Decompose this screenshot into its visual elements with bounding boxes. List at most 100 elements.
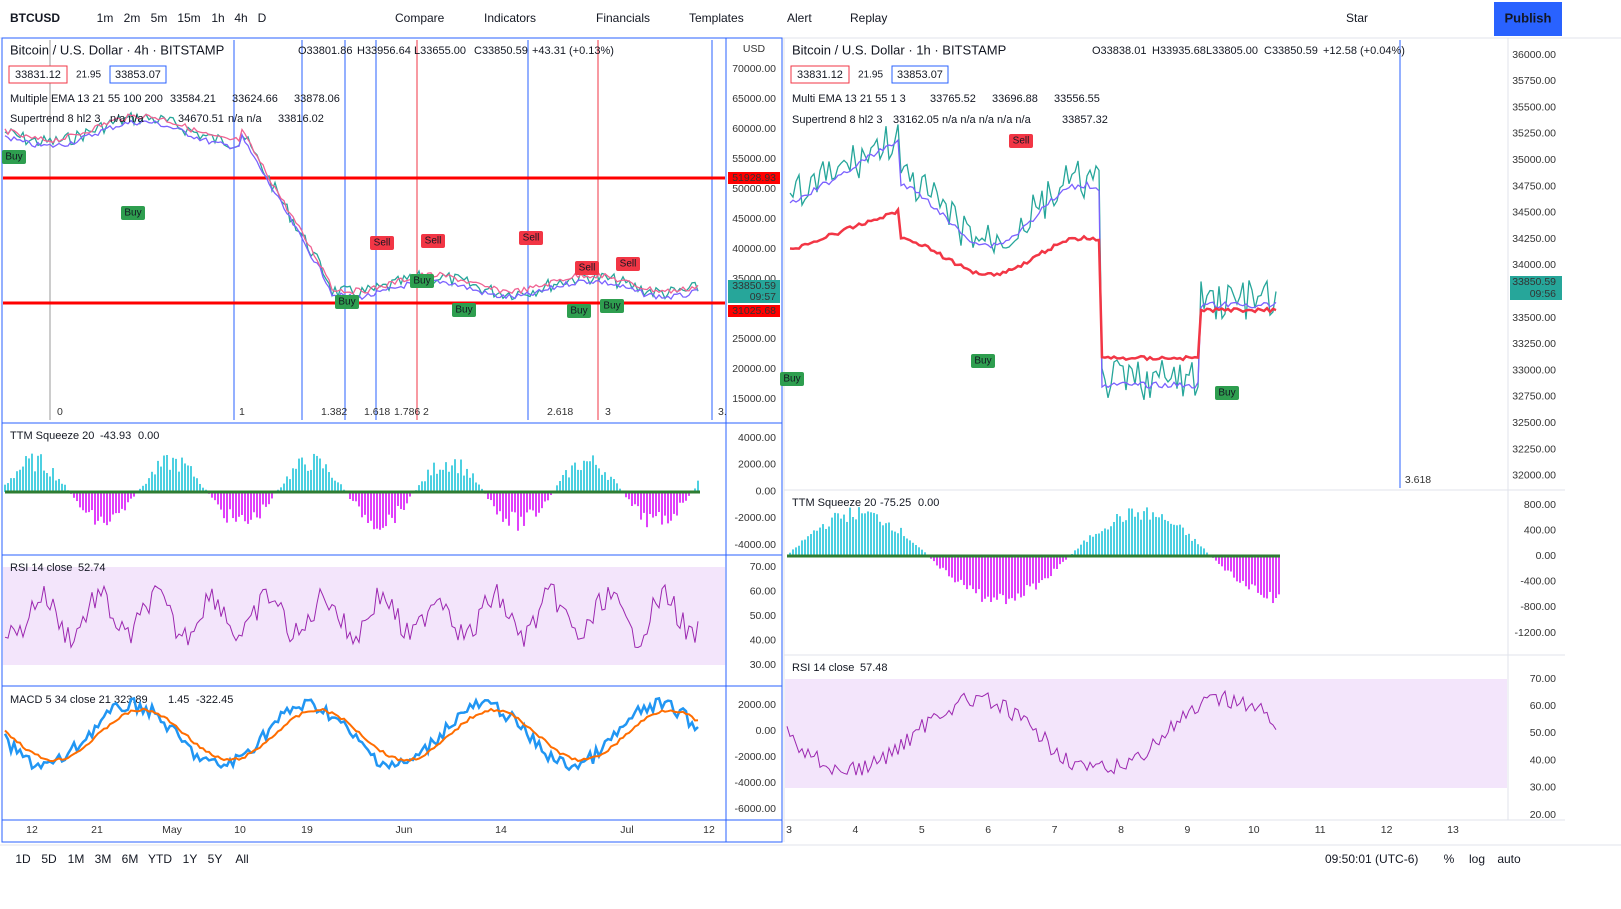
axis-label: 0.00	[1536, 550, 1557, 562]
range-button[interactable]: 1M	[68, 852, 85, 866]
ohlc: C33850.59	[474, 45, 528, 57]
price-axis-label: 34000.00	[1512, 259, 1556, 271]
time-axis-label: 10	[234, 824, 246, 836]
scale-option[interactable]: auto	[1497, 852, 1521, 866]
signal: Sell	[1013, 136, 1030, 147]
ema	[789, 206, 1277, 362]
indicator-label: RSI 14 close	[792, 662, 854, 674]
axis-label: -2000.00	[735, 512, 777, 524]
axis-label: 40.00	[750, 634, 776, 646]
scale-option[interactable]: log	[1469, 852, 1485, 866]
axis-label: 60.00	[1530, 700, 1556, 712]
bid: 33831.12	[797, 69, 843, 81]
price-axis-label: 34750.00	[1512, 180, 1556, 192]
signal: Buy	[570, 306, 587, 317]
clock: 09:50:01 (UTC-6)	[1325, 852, 1418, 866]
price-axis-label: 34500.00	[1512, 207, 1556, 219]
chart-title: Bitcoin / U.S. Dollar · 1h · BITSTAMP	[792, 42, 1006, 57]
price-axis-label: 60000.00	[732, 123, 776, 135]
time-axis-label: 6	[985, 824, 991, 836]
ask: 33853.07	[115, 69, 161, 81]
time-axis-label: 7	[1052, 824, 1058, 836]
range-button[interactable]: 1D	[15, 852, 31, 866]
range-button[interactable]: 3M	[95, 852, 112, 866]
toolbar-button[interactable]: Replay	[850, 11, 887, 25]
signal-bg	[121, 206, 145, 220]
fib-label: 1.618	[364, 406, 390, 418]
axis-label: -6000.00	[735, 803, 777, 815]
axis-label: -400.00	[1520, 576, 1556, 588]
price-axis-label: 33250.00	[1512, 338, 1556, 350]
price-axis-label: 35500.00	[1512, 101, 1556, 113]
interval[interactable]: 15m	[177, 11, 200, 25]
axis-label: 30.00	[750, 659, 776, 671]
indicator-value: 33624.66	[232, 93, 278, 105]
star-button[interactable]: Star	[1346, 11, 1368, 25]
ohlc: L33805.00	[1206, 45, 1258, 57]
ask-box	[891, 65, 949, 84]
signal: Buy	[974, 356, 991, 367]
interval[interactable]: 4h	[234, 11, 247, 25]
time-axis-label: 12	[1381, 824, 1393, 836]
range-button[interactable]: 5D	[41, 852, 57, 866]
axis-label: 0.00	[756, 485, 777, 497]
ohlc: O33801.86	[298, 45, 352, 57]
ohlc: +12.58 (+0.04%)	[1323, 45, 1405, 57]
ohlc: L33655.00	[414, 45, 466, 57]
axis-label: 2000.00	[738, 459, 776, 471]
price-axis-label: 45000.00	[732, 213, 776, 225]
indicator-value: 1.45	[168, 694, 189, 706]
ohlc: C33850.59	[1264, 45, 1318, 57]
interval[interactable]: D	[258, 11, 267, 25]
range-button[interactable]: 6M	[122, 852, 139, 866]
time-axis-label: 13	[1447, 824, 1459, 836]
toolbar-button[interactable]: Compare	[395, 11, 445, 25]
price-axis-label: 33000.00	[1512, 364, 1556, 376]
range-button[interactable]: 5Y	[208, 852, 223, 866]
indicator-value: n/a n/a n/a n/a n/a	[942, 114, 1032, 126]
price-axis-label: 35000.00	[1512, 154, 1556, 166]
indicator-label: Multiple EMA 13 21 55 100 200	[10, 93, 163, 105]
indicator-value: 52.74	[78, 562, 106, 574]
ask: 33853.07	[897, 69, 943, 81]
axis-label: 2000.00	[738, 699, 776, 711]
scale-option[interactable]: %	[1444, 852, 1455, 866]
axis-label: 0.00	[756, 725, 777, 737]
axis-label: -4000.00	[735, 777, 777, 789]
signal-bg	[780, 372, 804, 386]
interval[interactable]: 2m	[124, 11, 141, 25]
indicator-label: Multi EMA 13 21 55 1 3	[792, 93, 906, 105]
indicator-value: 34670.51	[178, 113, 224, 125]
interval[interactable]: 5m	[151, 11, 168, 25]
price-tag: 09:57	[750, 291, 776, 303]
signal-bg	[600, 299, 624, 313]
interval[interactable]: 1m	[97, 11, 114, 25]
signal-bg	[575, 261, 599, 275]
range-button[interactable]: 1Y	[183, 852, 198, 866]
axis-label: 50.00	[1530, 727, 1556, 739]
indicator-label: Supertrend 8 hl2 3	[792, 114, 883, 126]
toolbar-button[interactable]: Alert	[787, 11, 812, 25]
axis-label: 70.00	[750, 561, 776, 573]
price-axis-label: 32500.00	[1512, 417, 1556, 429]
indicator-value: 0.00	[138, 430, 159, 442]
signal: Buy	[5, 152, 22, 163]
indicator-value: n/a n/a	[110, 113, 145, 125]
toolbar-button[interactable]: Financials	[596, 11, 650, 25]
interval[interactable]: 1h	[211, 11, 224, 25]
toolbar-button[interactable]: Templates	[689, 11, 744, 25]
range-button[interactable]: YTD	[148, 852, 172, 866]
time-axis-label: 14	[495, 824, 507, 836]
time-axis-label: 9	[1184, 824, 1190, 836]
time-axis-label: 11	[1315, 824, 1326, 836]
toolbar-button[interactable]: Indicators	[484, 11, 536, 25]
indicator-value: 33696.88	[992, 93, 1038, 105]
publish-button[interactable]: Publish	[1505, 10, 1552, 25]
signal-bg	[410, 274, 434, 288]
axis-label: 60.00	[750, 585, 776, 597]
signal-bg	[1009, 134, 1033, 148]
time-axis-label: 12	[703, 824, 715, 836]
axis-label: 40.00	[1530, 754, 1556, 766]
symbol[interactable]: BTCUSD	[10, 11, 60, 25]
range-button[interactable]: All	[235, 852, 248, 866]
